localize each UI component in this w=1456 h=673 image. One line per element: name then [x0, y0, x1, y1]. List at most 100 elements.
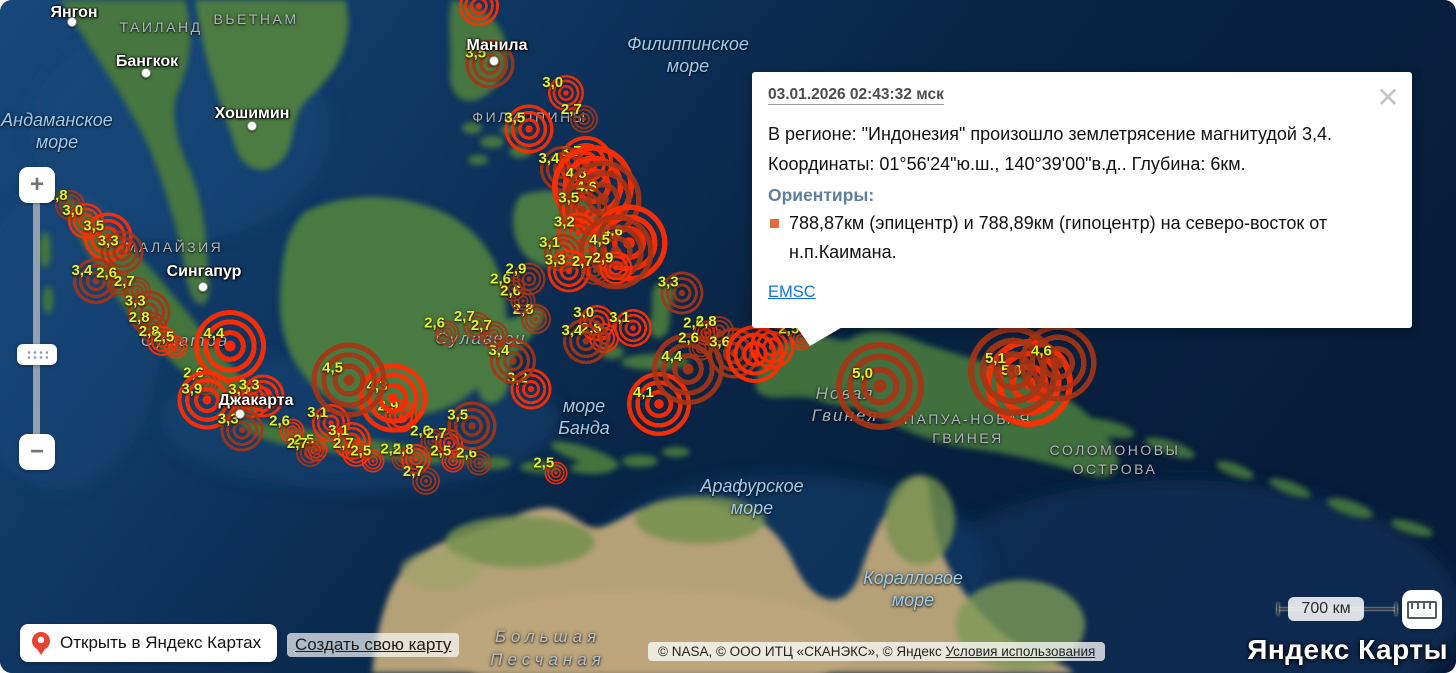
- city-dot-icon: [67, 17, 77, 27]
- quake-magnitude-label: 3,4: [561, 321, 583, 339]
- quake-magnitude-label: 3,5: [504, 109, 526, 127]
- open-in-yandex-maps-button[interactable]: Открыть в Яндекс Картах: [20, 624, 278, 662]
- quake-magnitude-label: 3,4: [71, 261, 93, 279]
- quake-magnitude-label: 3,3: [544, 251, 566, 269]
- quake-magnitude-label: 2,6: [683, 314, 704, 332]
- map-label-desert: Большая Песчаная: [490, 627, 606, 669]
- quake-magnitude-label: 2,8: [392, 440, 414, 458]
- quake-marker[interactable]: 3,0: [542, 74, 584, 111]
- quake-magnitude-label: 2,7: [402, 462, 424, 480]
- quake-magnitude-label: 2,7: [470, 316, 492, 334]
- quake-magnitude-label: 2,7: [571, 252, 593, 270]
- quake-marker[interactable]: [750, 325, 794, 369]
- quake-magnitude-label: 2,5: [350, 442, 372, 460]
- quake-magnitude-label: 3,0: [62, 202, 84, 220]
- map-label-sea: Андаманское море: [1, 110, 113, 152]
- quake-magnitude-label: 3,5: [83, 217, 105, 235]
- quake-marker[interactable]: 4,5: [311, 342, 387, 418]
- quake-marker[interactable]: 3,5: [504, 104, 554, 154]
- city-label: Хошимин: [214, 105, 290, 122]
- quake-marker[interactable]: 2,9: [506, 260, 546, 296]
- quake-marker[interactable]: 5,0: [836, 342, 924, 430]
- quake-magnitude-label: 2,8: [695, 312, 717, 330]
- terms-of-use-link[interactable]: Условия использования: [945, 644, 1096, 659]
- quake-magnitude-label: 2,6: [410, 422, 431, 440]
- quake-marker[interactable]: 2,6: [424, 315, 460, 346]
- quake-magnitude-label: 3,3: [238, 376, 260, 394]
- quake-magnitude-label: 3,0: [542, 74, 564, 92]
- quake-magnitude-label: 3,5: [447, 406, 469, 424]
- quake-magnitude-label: 2,5: [430, 442, 452, 460]
- quake-marker[interactable]: 3,5: [447, 401, 497, 451]
- quake-marker[interactable]: 4,4: [194, 310, 266, 382]
- ruler-tool-button[interactable]: [1402, 590, 1442, 629]
- balloon-landmark-text: 788,87км (эпицентр) и 788,89км (гипоцент…: [789, 213, 1328, 263]
- quake-magnitude-label: 3,2: [553, 213, 575, 231]
- create-your-map-link[interactable]: Создать свою карту: [287, 633, 460, 657]
- close-icon[interactable]: ✕: [1376, 82, 1400, 113]
- map-label-country: МАЛАЙЗИЯ: [124, 239, 224, 255]
- zoom-slider-handle[interactable]: [17, 344, 57, 365]
- map-label-country: ВЬЕТНАМ: [213, 11, 299, 27]
- balloon-description: В регионе: "Индонезия" произошло землетр…: [768, 124, 1332, 175]
- quake-magnitude-label: 2,7: [453, 307, 475, 325]
- quake-marker[interactable]: 2,5: [153, 329, 188, 359]
- quake-marker[interactable]: 2,9: [593, 249, 633, 285]
- quake-magnitude-label: 2,6: [424, 314, 445, 332]
- yandex-maps-logo[interactable]: Яндекс Карты: [1247, 634, 1448, 665]
- quake-marker[interactable]: 2,5: [350, 443, 385, 473]
- city-label: Сингапур: [166, 263, 242, 280]
- scale-label: 700 км: [1288, 597, 1364, 621]
- emsc-source-link[interactable]: EMSC: [768, 283, 816, 302]
- quake-magnitude-label: 3,1: [539, 234, 560, 252]
- quake-magnitude-label: 3,9: [181, 380, 203, 398]
- quake-marker[interactable]: 2,7: [333, 435, 370, 467]
- quake-magnitude-label: 2,7: [560, 100, 582, 118]
- zoom-out-button[interactable]: −: [19, 434, 55, 470]
- quake-marker[interactable]: 2,5: [533, 455, 568, 485]
- quake-marker[interactable]: 2,7: [403, 463, 440, 495]
- city-label: Янгон: [50, 4, 98, 21]
- quake-marker[interactable]: 4,6: [1019, 324, 1097, 402]
- city-dot-icon: [489, 56, 499, 66]
- zoom-in-button[interactable]: +: [19, 167, 55, 203]
- quake-magnitude-label: 4,4: [661, 348, 683, 366]
- quake-magnitude-label: 2,5: [533, 454, 555, 472]
- open-button-label: Открыть в Яндекс Картах: [60, 633, 262, 652]
- quake-magnitude-label: 3,1: [328, 422, 349, 440]
- quake-magnitude-label: 4,5: [322, 359, 343, 377]
- quake-marker[interactable]: 2,5: [430, 443, 465, 473]
- balloon-date-link[interactable]: 03.01.2026 02:43:32 мск: [768, 86, 944, 105]
- quake-marker[interactable]: 2,7: [287, 435, 324, 467]
- city-label: Джакарта: [218, 392, 294, 409]
- map-label-country: СОЛОМОНОВЫ ОСТРОВА: [1049, 442, 1181, 477]
- quake-magnitude-label: 2,6: [678, 329, 699, 347]
- quake-magnitude-label: 3,5: [558, 189, 580, 207]
- city-dot-icon: [141, 68, 151, 78]
- map-label-sea: Филиппинское море: [627, 34, 749, 76]
- quake-magnitude-label: 4,4: [203, 325, 225, 343]
- quake-magnitude-label: 3,6: [709, 333, 730, 351]
- map-label-sea: Арафурское море: [700, 476, 804, 518]
- bullet-square-icon: [770, 219, 779, 229]
- quake-magnitude-label: 2,7: [425, 424, 447, 442]
- city-label: Манила: [466, 37, 528, 54]
- quake-marker[interactable]: 3,4: [561, 318, 609, 364]
- quake-magnitude-label: 2,9: [505, 260, 527, 278]
- quake-marker[interactable]: 2,6: [269, 413, 305, 444]
- zoom-slider-track[interactable]: [33, 200, 40, 440]
- quake-marker[interactable]: 2,7: [471, 317, 508, 349]
- balloon-landmarks-heading: Ориентиры:: [768, 185, 875, 206]
- quake-magnitude-label: 3,1: [307, 404, 328, 422]
- quake-magnitude-label: 2,6: [490, 270, 511, 288]
- quake-marker[interactable]: 2,7: [561, 101, 598, 133]
- quake-magnitude-label: 3,5: [465, 44, 487, 62]
- quake-magnitude-label: 3,0: [573, 304, 595, 322]
- city-dot-icon: [247, 121, 257, 131]
- quake-magnitude-label: 5,0: [852, 364, 873, 382]
- quake-magnitude-label: 4,6: [1030, 342, 1052, 360]
- quake-marker[interactable]: 3,3: [658, 271, 704, 315]
- quake-marker[interactable]: 3,1: [609, 309, 652, 347]
